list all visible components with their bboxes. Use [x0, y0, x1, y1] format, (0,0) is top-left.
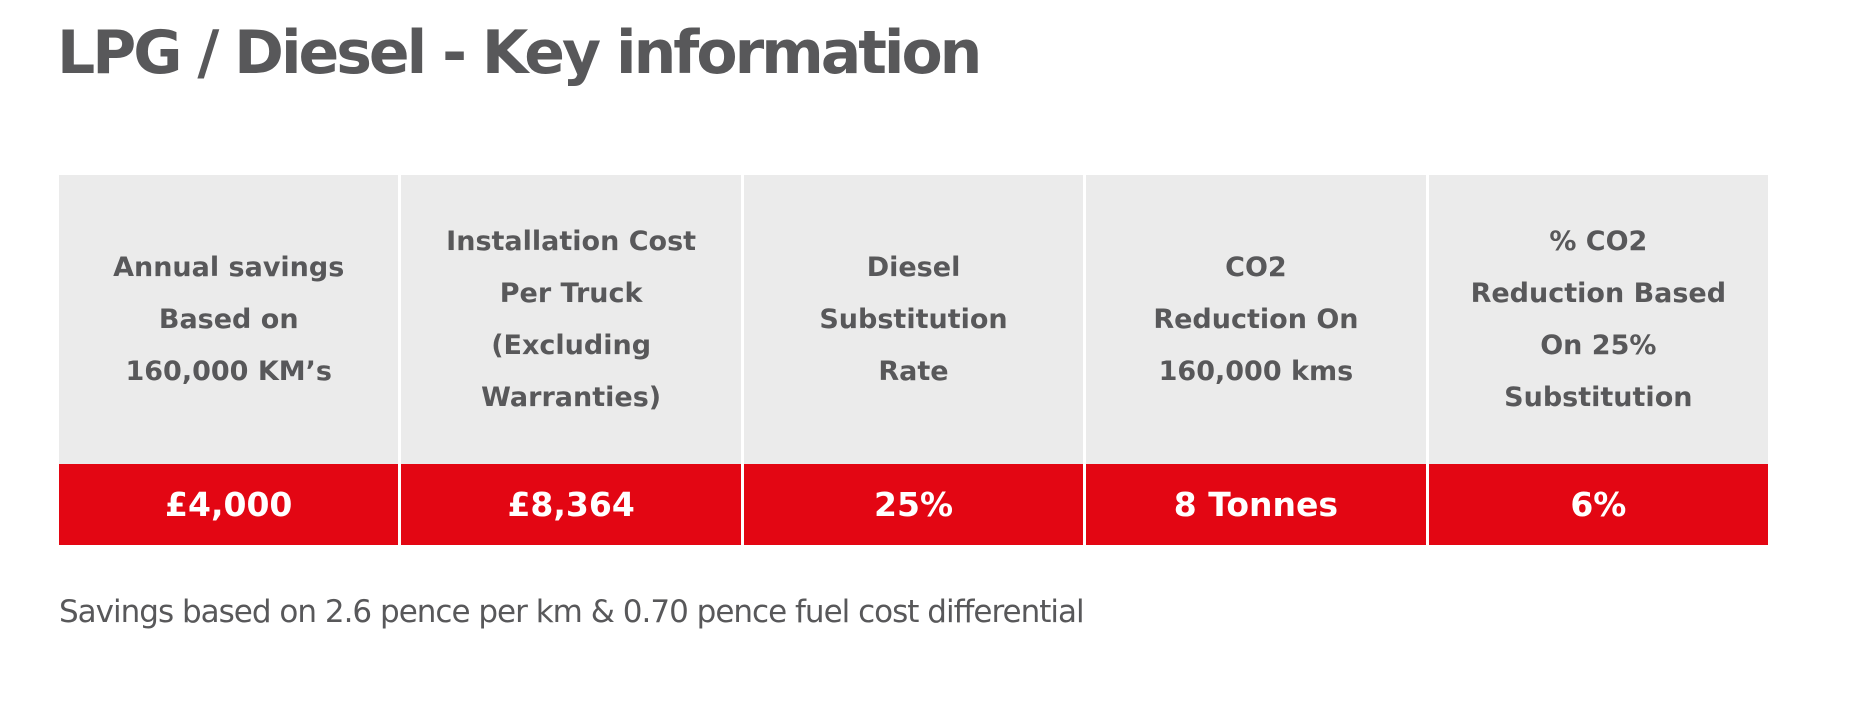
header-text: Warranties): [481, 381, 662, 413]
value-cell: 25%: [743, 464, 1084, 545]
header-text: Diesel: [866, 251, 961, 283]
header-text: Rate: [878, 355, 949, 387]
footnote: Savings based on 2.6 pence per km & 0.70…: [59, 594, 1085, 630]
value-cell: 8 Tonnes: [1086, 464, 1426, 545]
table-column: Installation Cost Per Truck (Excluding Warr…: [401, 175, 741, 545]
header-text: Annual savings: [113, 251, 345, 283]
header-cell: CO2 Reduction On 160,000 kms: [1086, 175, 1426, 464]
header-text: Based on: [158, 303, 299, 335]
info-table: Annual savings Based on 160,000 KM’s £4,000…: [59, 175, 1769, 545]
header-text: 160,000 kms: [1158, 355, 1354, 387]
header-text: % CO2: [1549, 225, 1648, 257]
title: LPG / Diesel - Key information: [57, 18, 982, 88]
header-cell: Diesel Substitution Rate: [743, 175, 1084, 464]
header-text: On 25%: [1540, 329, 1657, 361]
header-cell: Installation Cost Per Truck (Excluding Warr…: [401, 175, 741, 464]
header-text: CO2: [1225, 251, 1287, 283]
table-column: Diesel Substitution Rate 25%: [743, 175, 1084, 545]
header-cell: Annual savings Based on 160,000 KM’s: [59, 175, 399, 464]
header-text: 160,000 KM’s: [125, 355, 332, 387]
table-column: CO2 Reduction On 160,000 kms 8 Tonnes: [1086, 175, 1426, 545]
header-text: Per Truck: [499, 277, 643, 309]
header-text: Substitution: [819, 303, 1008, 335]
table-column: % CO2 Reduction Based On 25% Substitution 6%: [1428, 175, 1769, 545]
value-cell: £4,000: [59, 464, 399, 545]
header-text: Installation Cost: [446, 225, 697, 257]
header-text: Substitution: [1504, 381, 1693, 413]
header-text: Reduction On: [1153, 303, 1359, 335]
table-column: Annual savings Based on 160,000 KM’s £4,000: [59, 175, 399, 545]
header-text: (Excluding: [491, 329, 652, 361]
value-cell: £8,364: [401, 464, 741, 545]
value-cell: 6%: [1428, 464, 1769, 545]
header-cell: % CO2 Reduction Based On 25% Substitution: [1428, 175, 1769, 464]
header-text: Reduction Based: [1470, 277, 1727, 309]
